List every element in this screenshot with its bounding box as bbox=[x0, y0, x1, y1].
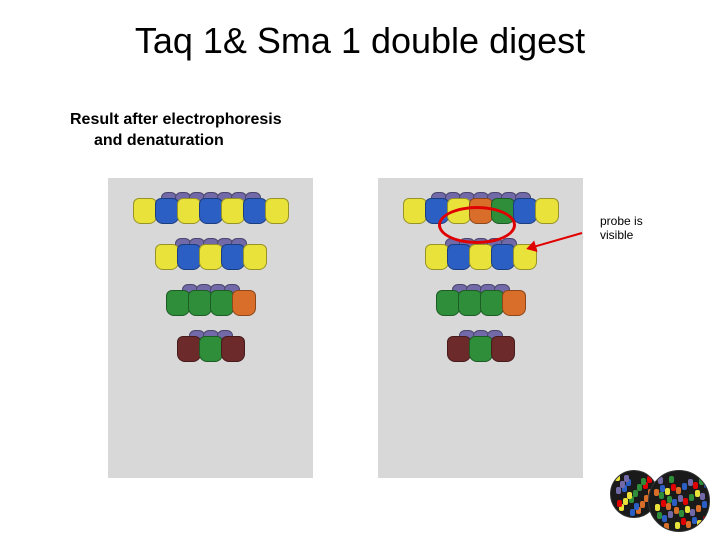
right-panel bbox=[378, 178, 583, 478]
blue-bead bbox=[491, 244, 515, 270]
darkred-bead bbox=[491, 336, 515, 362]
main-row bbox=[108, 244, 313, 270]
fragment-group bbox=[378, 280, 583, 316]
yellow-bead bbox=[221, 198, 245, 224]
orange-bead bbox=[469, 198, 493, 224]
fragment-group bbox=[378, 188, 583, 224]
yellow-bead bbox=[243, 244, 267, 270]
fragment-group bbox=[108, 188, 313, 224]
yellow-bead bbox=[133, 198, 157, 224]
decorative-corner-icons bbox=[610, 470, 710, 532]
darkred-bead bbox=[447, 336, 471, 362]
blue-bead bbox=[447, 244, 471, 270]
blue-bead bbox=[425, 198, 449, 224]
subtitle: Result after electrophoresis and denatur… bbox=[70, 110, 282, 152]
fragment-group bbox=[108, 280, 313, 316]
green-bead bbox=[491, 198, 515, 224]
green-bead bbox=[199, 336, 223, 362]
green-bead bbox=[458, 290, 482, 316]
blue-bead bbox=[199, 198, 223, 224]
gel-icon-large bbox=[648, 470, 710, 532]
annotation-line-2: visible bbox=[600, 228, 643, 242]
annotation-line-1: probe is bbox=[600, 214, 643, 228]
fragment-group bbox=[108, 234, 313, 270]
subtitle-line-2: and denaturation bbox=[70, 131, 282, 152]
fragment-group bbox=[108, 326, 313, 362]
fragment-group bbox=[378, 326, 583, 362]
main-row bbox=[108, 336, 313, 362]
blue-bead bbox=[243, 198, 267, 224]
subtitle-line-1: Result after electrophoresis bbox=[70, 110, 282, 131]
main-row bbox=[378, 336, 583, 362]
orange-bead bbox=[232, 290, 256, 316]
yellow-bead bbox=[535, 198, 559, 224]
page-title: Taq 1& Sma 1 double digest bbox=[0, 20, 720, 62]
darkred-bead bbox=[177, 336, 201, 362]
green-bead bbox=[166, 290, 190, 316]
main-row bbox=[378, 290, 583, 316]
green-bead bbox=[436, 290, 460, 316]
green-bead bbox=[480, 290, 504, 316]
yellow-bead bbox=[403, 198, 427, 224]
darkred-bead bbox=[221, 336, 245, 362]
green-bead bbox=[188, 290, 212, 316]
main-row bbox=[378, 198, 583, 224]
left-panel bbox=[108, 178, 313, 478]
blue-bead bbox=[155, 198, 179, 224]
yellow-bead bbox=[177, 198, 201, 224]
yellow-bead bbox=[447, 198, 471, 224]
green-bead bbox=[210, 290, 234, 316]
blue-bead bbox=[221, 244, 245, 270]
yellow-bead bbox=[425, 244, 449, 270]
main-row bbox=[378, 244, 583, 270]
orange-bead bbox=[502, 290, 526, 316]
green-bead bbox=[469, 336, 493, 362]
yellow-bead bbox=[199, 244, 223, 270]
main-row bbox=[108, 290, 313, 316]
main-row bbox=[108, 198, 313, 224]
yellow-bead bbox=[469, 244, 493, 270]
blue-bead bbox=[177, 244, 201, 270]
blue-bead bbox=[513, 198, 537, 224]
yellow-bead bbox=[265, 198, 289, 224]
yellow-bead bbox=[155, 244, 179, 270]
probe-annotation: probe is visible bbox=[600, 214, 643, 243]
